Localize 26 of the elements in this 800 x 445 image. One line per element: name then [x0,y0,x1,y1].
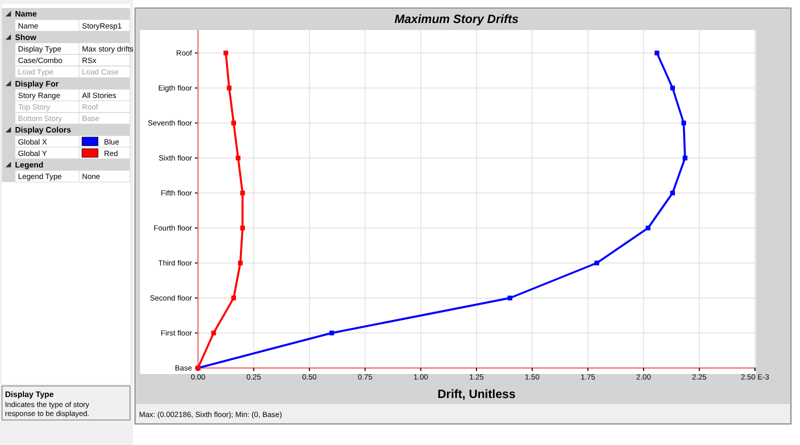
text: Legend [15,160,44,170]
text: Show [15,32,38,42]
chart-title: Maximum Story Drifts [394,12,519,26]
point [231,120,236,126]
point [508,296,512,300]
point [670,86,675,90]
text: Display For [15,79,59,88]
point [231,296,236,300]
text: Display Colors [15,126,72,135]
text: Name [15,10,38,19]
point [654,50,660,56]
point [329,330,334,336]
point [670,190,675,196]
x-axis-title: Drift, Unitless [437,387,516,401]
point [682,156,688,160]
point [240,190,245,196]
point [224,50,228,56]
point [646,226,650,230]
point [236,156,240,160]
point [681,120,686,126]
point [226,86,232,90]
point [238,260,243,266]
text: Display Type [5,390,54,399]
point [594,260,600,266]
point [240,226,245,230]
point [211,330,216,336]
